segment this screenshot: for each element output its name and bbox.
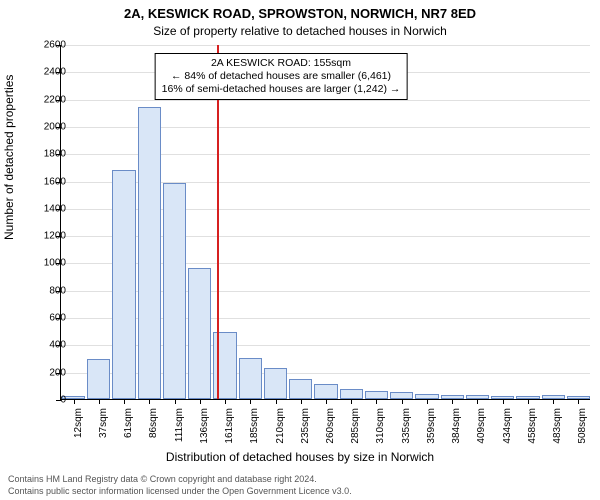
x-tick-label: 235sqm [300, 408, 311, 448]
x-tick-mark [74, 399, 75, 404]
x-tick-label: 161sqm [224, 408, 235, 448]
x-tick-label: 409sqm [476, 408, 487, 448]
x-tick-label: 185sqm [249, 408, 260, 448]
x-tick-mark [578, 399, 579, 404]
histogram-bar [163, 183, 186, 399]
x-tick-mark [175, 399, 176, 404]
x-tick-label: 508sqm [577, 408, 588, 448]
x-tick-label: 384sqm [451, 408, 462, 448]
y-tick-label: 1400 [34, 203, 66, 214]
histogram-bar [112, 170, 135, 399]
y-tick-label: 2600 [34, 40, 66, 51]
annotation-line3: 16% of semi-detached houses are larger (… [162, 83, 401, 96]
x-tick-label: 111sqm [174, 408, 185, 448]
footer-line1: Contains HM Land Registry data © Crown c… [8, 474, 317, 484]
x-tick-label: 37sqm [98, 408, 109, 448]
histogram-bar [390, 392, 413, 399]
x-tick-mark [301, 399, 302, 404]
annotation-line2: ← 84% of detached houses are smaller (6,… [162, 70, 401, 83]
y-tick-label: 800 [34, 285, 66, 296]
x-tick-mark [503, 399, 504, 404]
x-tick-mark [99, 399, 100, 404]
histogram-bar [340, 389, 363, 399]
x-tick-mark [427, 399, 428, 404]
x-tick-label: 285sqm [350, 408, 361, 448]
x-tick-label: 86sqm [148, 408, 159, 448]
histogram-bar [188, 268, 211, 399]
y-tick-label: 600 [34, 313, 66, 324]
histogram-bar [87, 359, 110, 399]
histogram-bar [289, 379, 312, 399]
histogram-bar [264, 368, 287, 399]
x-tick-label: 136sqm [199, 408, 210, 448]
footer-line2: Contains public sector information licen… [8, 486, 352, 496]
y-axis-label: Number of detached properties [2, 75, 16, 240]
x-tick-mark [351, 399, 352, 404]
x-tick-label: 12sqm [73, 408, 84, 448]
x-tick-label: 483sqm [552, 408, 563, 448]
x-tick-mark [326, 399, 327, 404]
gridline [61, 45, 590, 46]
x-tick-mark [149, 399, 150, 404]
annotation-line1: 2A KESWICK ROAD: 155sqm [162, 57, 401, 70]
chart-title-line2: Size of property relative to detached ho… [0, 24, 600, 38]
y-tick-label: 1000 [34, 258, 66, 269]
histogram-bar [314, 384, 337, 399]
histogram-bar [365, 391, 388, 399]
x-tick-mark [124, 399, 125, 404]
x-tick-label: 335sqm [401, 408, 412, 448]
histogram-bar [138, 107, 161, 399]
plot-area: 2A KESWICK ROAD: 155sqm← 84% of detached… [60, 45, 590, 400]
x-tick-label: 210sqm [275, 408, 286, 448]
x-tick-mark [402, 399, 403, 404]
x-tick-mark [225, 399, 226, 404]
x-tick-mark [528, 399, 529, 404]
y-tick-label: 2000 [34, 121, 66, 132]
histogram-bar [239, 358, 262, 399]
y-tick-label: 1200 [34, 231, 66, 242]
y-tick-label: 2400 [34, 67, 66, 78]
y-tick-label: 1800 [34, 149, 66, 160]
chart-title-line1: 2A, KESWICK ROAD, SPROWSTON, NORWICH, NR… [0, 6, 600, 21]
x-tick-label: 434sqm [502, 408, 513, 448]
x-tick-label: 61sqm [123, 408, 134, 448]
x-tick-mark [553, 399, 554, 404]
y-tick-label: 0 [34, 395, 66, 406]
chart-container: 2A, KESWICK ROAD, SPROWSTON, NORWICH, NR… [0, 0, 600, 500]
y-tick-label: 1600 [34, 176, 66, 187]
x-tick-label: 260sqm [325, 408, 336, 448]
x-axis-label: Distribution of detached houses by size … [0, 450, 600, 464]
y-tick-label: 400 [34, 340, 66, 351]
x-tick-label: 359sqm [426, 408, 437, 448]
y-tick-label: 2200 [34, 94, 66, 105]
x-tick-mark [200, 399, 201, 404]
x-tick-mark [376, 399, 377, 404]
y-tick-label: 200 [34, 367, 66, 378]
annotation-box: 2A KESWICK ROAD: 155sqm← 84% of detached… [155, 53, 408, 100]
x-tick-mark [250, 399, 251, 404]
x-tick-mark [276, 399, 277, 404]
x-tick-label: 458sqm [527, 408, 538, 448]
x-tick-label: 310sqm [375, 408, 386, 448]
x-tick-mark [477, 399, 478, 404]
x-tick-mark [452, 399, 453, 404]
